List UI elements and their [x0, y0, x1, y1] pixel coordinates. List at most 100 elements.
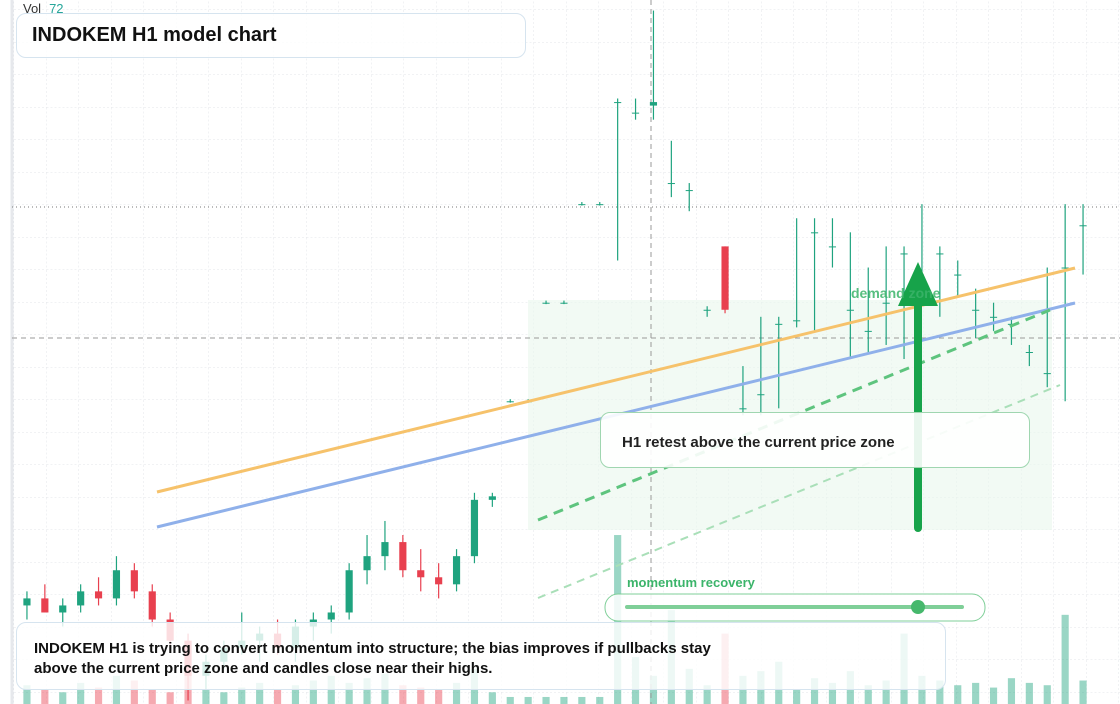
candle-body — [112, 570, 121, 599]
candle-body — [739, 408, 747, 410]
candle-body — [972, 309, 980, 311]
volume-value: 72 — [49, 1, 64, 16]
volume-bar — [59, 692, 67, 704]
zone-label: demand zone — [851, 285, 941, 301]
volume-bar — [23, 685, 31, 704]
candle-body — [989, 316, 998, 318]
candle-body — [864, 330, 872, 332]
candle-body — [882, 302, 890, 304]
slider-knob — [911, 600, 925, 614]
candle-body — [381, 542, 389, 557]
volume-bar — [828, 682, 837, 704]
candle-body — [452, 556, 461, 585]
volume-bar — [936, 680, 944, 704]
candle-body — [703, 309, 711, 311]
candle-body — [59, 605, 67, 613]
candle-body — [936, 253, 944, 255]
candle-body — [77, 591, 85, 606]
chart-title: INDOKEM H1 model chart — [32, 24, 277, 46]
volume-bar — [1025, 682, 1033, 704]
candle-body — [810, 232, 819, 234]
candle-body — [399, 542, 407, 571]
candle-body — [846, 309, 854, 311]
volume-bar — [166, 692, 174, 704]
volume-bar — [524, 696, 532, 704]
candle-body — [578, 204, 586, 206]
candle-body — [721, 246, 729, 310]
candle-body — [148, 591, 156, 620]
candle-body — [900, 253, 908, 255]
candle-body — [94, 591, 103, 599]
candle-body — [470, 499, 479, 557]
candle-body — [560, 302, 568, 304]
volume-bar — [363, 678, 371, 704]
volume-bar — [309, 680, 317, 704]
volume-bar — [560, 696, 568, 704]
volume-bar — [345, 682, 353, 704]
volume-bar — [703, 685, 711, 704]
candle-body — [596, 204, 604, 206]
candle-body — [685, 190, 693, 192]
candle-body — [954, 274, 962, 276]
candle-body — [1043, 373, 1051, 375]
caption-box: INDOKEM H1 is trying to convert momentum… — [16, 622, 946, 690]
annotation-box: H1 retest above the current price zone — [600, 412, 1030, 468]
candle-body — [130, 570, 138, 592]
volume-bar — [542, 696, 550, 704]
candle-body — [327, 612, 335, 620]
candle-body — [345, 570, 353, 613]
volume-bar — [130, 680, 138, 704]
volume-bar — [452, 682, 461, 704]
volume-bar — [77, 682, 85, 704]
volume-bar — [256, 682, 264, 704]
volume-bar — [810, 678, 819, 704]
candle-body — [1025, 352, 1033, 353]
candle-body — [828, 246, 837, 248]
candle-body — [667, 183, 675, 185]
volume-bar — [291, 685, 300, 704]
candle-body — [631, 112, 640, 114]
volume-bar — [94, 687, 103, 704]
title-box: INDOKEM H1 model chart — [16, 13, 526, 58]
caption: INDOKEM H1 is trying to convert momentum… — [34, 640, 711, 677]
candle-body — [41, 598, 49, 613]
volume-bar — [1061, 614, 1069, 704]
arrow-head — [898, 262, 938, 306]
volume-readout: Vol 72 — [23, 1, 64, 16]
annotation: H1 retest above the current price zone — [622, 434, 895, 451]
volume-bar — [864, 685, 872, 704]
candle-body — [23, 598, 31, 606]
candle-body — [435, 577, 443, 585]
volume-bar — [596, 696, 604, 704]
volume-bar — [238, 687, 246, 704]
candle-body — [488, 496, 496, 500]
candle-body — [793, 320, 801, 322]
volume-bar — [202, 689, 210, 704]
volume-bar — [488, 692, 496, 704]
candle-body — [614, 102, 622, 104]
candle-body — [363, 556, 371, 571]
candle-body — [506, 401, 514, 403]
candle-body — [775, 323, 783, 325]
candle-body — [1079, 225, 1087, 227]
volume-bar — [399, 685, 407, 704]
volume-bar — [273, 689, 282, 704]
volume-bar — [1079, 680, 1087, 704]
volume-bar — [506, 696, 514, 704]
volume-bar — [220, 692, 228, 704]
volume-bar — [954, 685, 962, 704]
candle-body — [417, 570, 425, 578]
candle-body — [649, 102, 658, 106]
volume-bar — [882, 680, 890, 704]
volume-bar — [417, 687, 425, 704]
candle-body — [1061, 267, 1069, 269]
volume-bar — [989, 687, 998, 704]
volume-bar — [793, 689, 801, 704]
volume-bar — [148, 689, 156, 704]
volume-label: Vol — [23, 1, 42, 16]
volume-bar — [1007, 678, 1016, 704]
candle-body — [757, 394, 765, 396]
volume-bar — [435, 689, 443, 704]
